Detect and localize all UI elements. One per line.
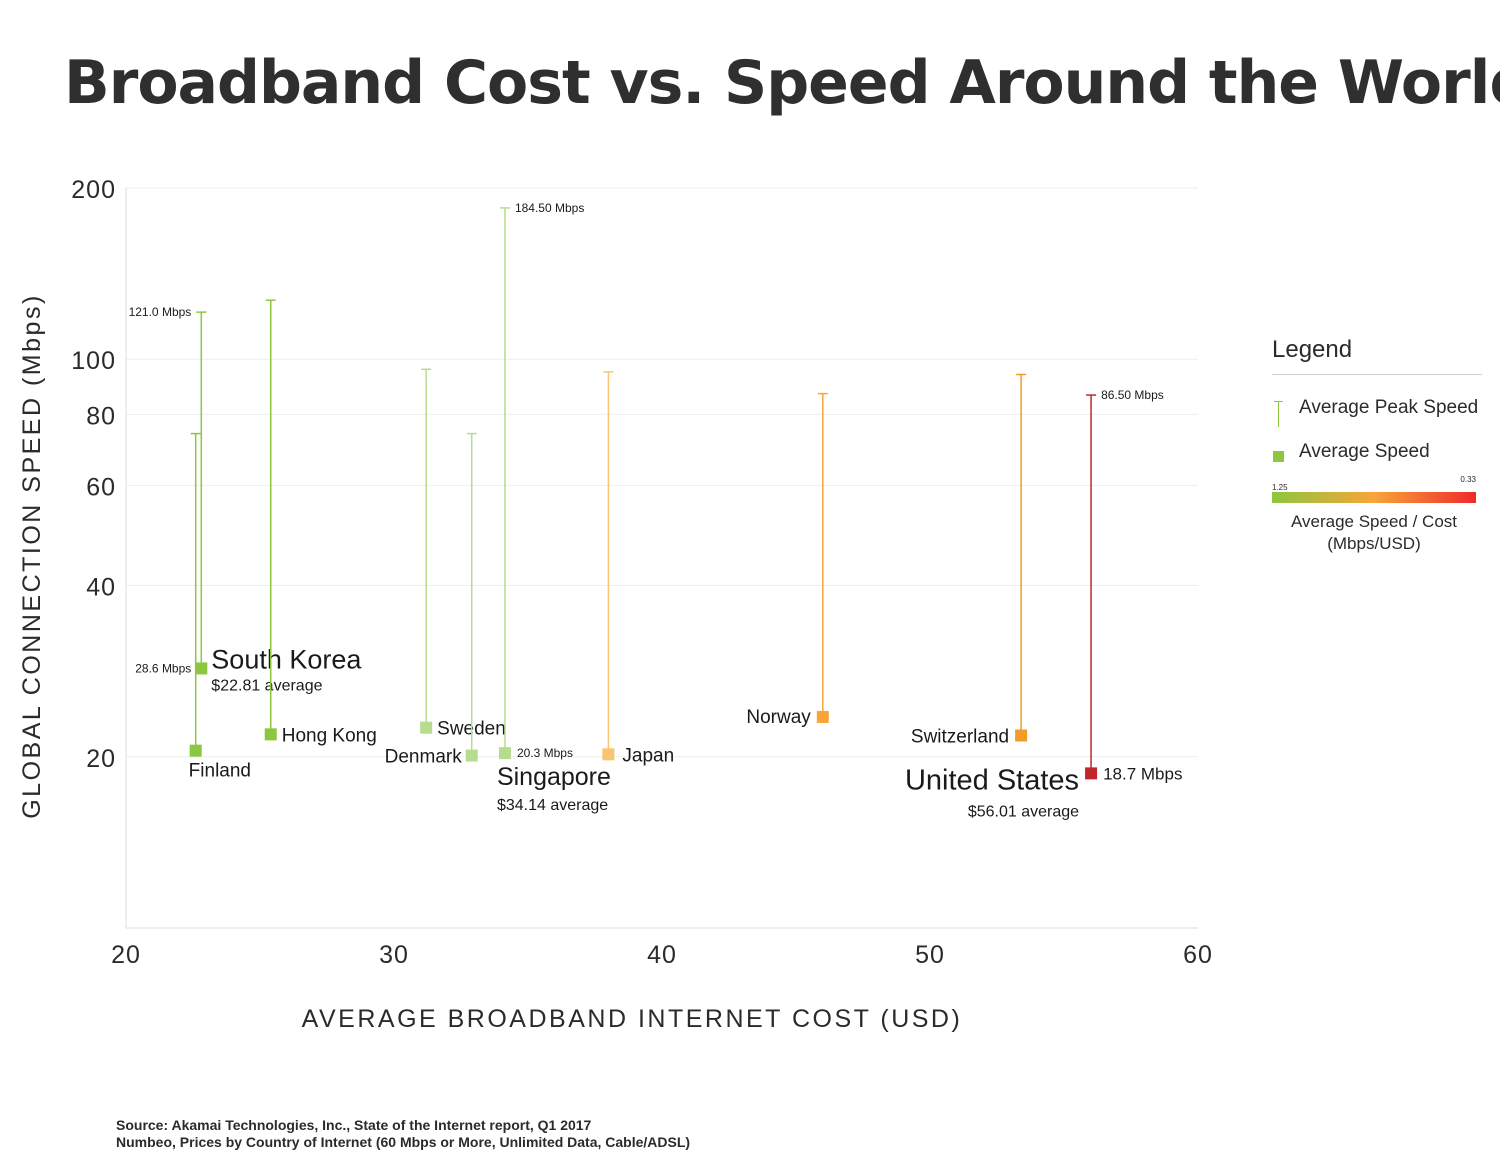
x-tick-labels: 20 30 40 50 60	[111, 941, 1213, 969]
y-tick-label: 200	[71, 176, 116, 204]
legend-title: Legend	[1272, 336, 1482, 375]
country-mark-japan: Japan	[602, 371, 674, 766]
country-mark-norway: Norway	[746, 392, 829, 728]
country-mark-south-korea: South Korea $22.81 average 28.6 Mbps 121.0 …	[129, 305, 363, 694]
x-axis-label: AVERAGE BROADBAND INTERNET COST (USD)	[302, 1005, 963, 1033]
average-speed-square	[189, 744, 202, 757]
y-tick-labels: 20 40 60 80 100 200	[71, 176, 116, 773]
average-speed-square	[420, 721, 433, 734]
grid-lines	[126, 187, 1198, 758]
average-speed-square	[264, 728, 277, 741]
average-speed-label: 20.3 Mbps	[517, 746, 573, 760]
color-scale-label: Average Speed / Cost (Mbps/USD)	[1272, 511, 1476, 555]
country-mark-hong-kong: Hong Kong	[264, 299, 377, 746]
x-tick-label: 50	[915, 941, 945, 969]
data-marks: South Korea $22.81 average 28.6 Mbps 121.0 …	[129, 201, 1183, 820]
x-tick-label: 30	[379, 941, 409, 969]
x-tick-label: 40	[647, 941, 677, 969]
color-scale-label-line2: (Mbps/USD)	[1327, 534, 1421, 553]
country-mark-finland: Finland	[189, 432, 251, 782]
legend-peak-label: Average Peak Speed	[1299, 397, 1479, 418]
source-note: Source: Akamai Technologies, Inc., State…	[116, 1117, 690, 1151]
average-speed-square	[1015, 729, 1028, 742]
cost-label: $34.14 average	[497, 797, 608, 814]
color-scale-bar	[1272, 492, 1476, 503]
country-mark-sweden: Sweden	[420, 368, 506, 740]
y-tick-label: 20	[86, 745, 116, 773]
country-label: Norway	[746, 707, 811, 728]
average-square-icon	[1273, 451, 1284, 462]
color-scale-label-line1: Average Speed / Cost	[1290, 512, 1457, 531]
legend-item-peak: Average Peak Speed	[1272, 387, 1482, 431]
country-mark-singapore: Singapore $34.14 average 20.3 Mbps 184.50 M…	[497, 201, 611, 814]
country-label: Switzerland	[911, 726, 1009, 747]
cost-label: $56.01 average	[968, 803, 1079, 820]
peak-speed-label: 184.50 Mbps	[515, 201, 584, 215]
average-speed-label: 28.6 Mbps	[135, 661, 191, 675]
legend-item-average: Average Speed	[1272, 431, 1482, 475]
average-speed-square	[195, 662, 208, 675]
color-scale-max: 0.33	[1460, 475, 1476, 484]
legend-average-label: Average Speed	[1299, 441, 1430, 462]
country-mark-switzerland: Switzerland	[911, 373, 1028, 747]
y-tick-label: 80	[86, 402, 116, 430]
x-tick-label: 60	[1183, 941, 1213, 969]
country-mark-united-states: United States $56.01 average 18.7 Mbps 86.5…	[905, 388, 1183, 820]
average-speed-square	[465, 749, 478, 762]
source-line-2: Numbeo, Prices by Country of Internet (6…	[116, 1134, 691, 1150]
average-speed-square	[498, 747, 511, 760]
chart-title: Broadband Cost vs. Speed Around the Worl…	[64, 48, 1500, 118]
y-axis-label: GLOBAL CONNECTION SPEED (Mbps)	[18, 293, 46, 819]
cost-label: $22.81 average	[211, 677, 322, 694]
average-speed-square	[1085, 767, 1098, 780]
country-label: Japan	[622, 745, 674, 766]
country-label: Denmark	[385, 747, 463, 768]
country-label: South Korea	[211, 644, 362, 674]
color-scale-min: 1.25	[1272, 483, 1288, 492]
peak-speed-label: 86.50 Mbps	[1101, 388, 1164, 402]
peak-range-icon	[1274, 401, 1283, 427]
source-line-1: Source: Akamai Technologies, Inc., State…	[116, 1117, 592, 1133]
peak-speed-label: 121.0 Mbps	[129, 305, 192, 319]
average-speed-square	[816, 710, 829, 723]
legend: Legend Average Peak Speed Average Speed …	[1272, 336, 1482, 553]
color-scale: 1.25 0.33 Average Speed / Cost (Mbps/USD…	[1272, 475, 1482, 555]
y-tick-label: 40	[86, 574, 116, 602]
country-label: Hong Kong	[282, 725, 377, 746]
country-mark-denmark: Denmark	[385, 432, 478, 768]
x-tick-label: 20	[111, 941, 141, 969]
average-speed-label: 18.7 Mbps	[1103, 764, 1182, 783]
country-label: Singapore	[497, 763, 611, 791]
average-speed-square	[602, 748, 615, 761]
y-tick-label: 100	[71, 347, 116, 375]
country-label: Finland	[189, 761, 251, 782]
y-tick-label: 60	[86, 473, 116, 501]
country-label: United States	[905, 764, 1079, 796]
